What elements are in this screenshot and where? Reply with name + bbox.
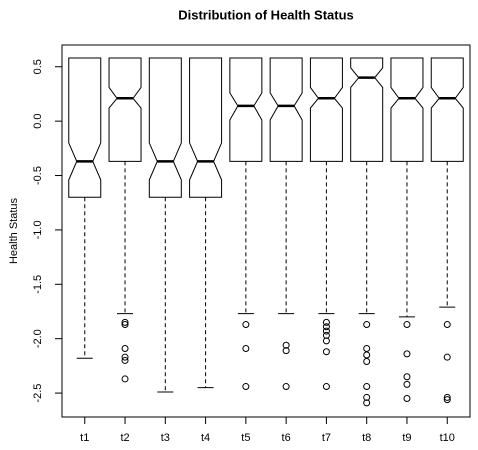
outlier bbox=[121, 344, 129, 352]
outlier bbox=[443, 321, 451, 329]
outlier bbox=[403, 350, 411, 358]
x-tick-label: t2 bbox=[120, 432, 129, 444]
x-tick-label: t10 bbox=[440, 432, 455, 444]
box bbox=[309, 57, 343, 162]
outlier bbox=[363, 351, 371, 359]
x-tick-label: t4 bbox=[201, 432, 210, 444]
outlier bbox=[363, 393, 371, 401]
x-tick-label: t3 bbox=[161, 432, 170, 444]
outlier bbox=[363, 399, 371, 407]
outlier bbox=[403, 380, 411, 388]
outlier bbox=[322, 323, 330, 331]
outlier bbox=[282, 341, 290, 349]
y-tick-label: -1.5 bbox=[32, 275, 44, 294]
outlier bbox=[443, 396, 451, 404]
y-tick-label: -0.5 bbox=[32, 166, 44, 185]
outlier bbox=[403, 373, 411, 381]
x-tick-label: t5 bbox=[241, 432, 250, 444]
x-tick-label: t8 bbox=[362, 432, 371, 444]
outlier bbox=[363, 344, 371, 352]
outlier bbox=[322, 331, 330, 339]
plot-frame bbox=[61, 44, 471, 418]
x-tick-label: t6 bbox=[282, 432, 291, 444]
outlier bbox=[121, 353, 129, 361]
outlier bbox=[322, 383, 330, 391]
y-axis-label: Health Status bbox=[8, 197, 20, 264]
x-tick-label: t7 bbox=[322, 432, 331, 444]
outlier bbox=[282, 347, 290, 355]
y-tick-label: -2.0 bbox=[32, 329, 44, 348]
box bbox=[229, 57, 263, 162]
outlier bbox=[282, 383, 290, 391]
outlier bbox=[322, 327, 330, 335]
y-tick-label: -1.0 bbox=[32, 220, 44, 239]
box bbox=[350, 57, 384, 162]
y-tick-label: 0.0 bbox=[32, 113, 44, 128]
outlier bbox=[322, 348, 330, 356]
outlier bbox=[242, 344, 250, 352]
outlier bbox=[363, 321, 371, 329]
outlier bbox=[403, 395, 411, 403]
box bbox=[68, 57, 102, 198]
outlier bbox=[363, 383, 371, 391]
outlier bbox=[121, 318, 129, 326]
outlier bbox=[121, 375, 129, 383]
outlier bbox=[363, 358, 371, 366]
outlier bbox=[242, 383, 250, 391]
x-tick-label: t1 bbox=[80, 432, 89, 444]
outlier bbox=[403, 321, 411, 329]
outlier bbox=[322, 318, 330, 326]
box bbox=[108, 57, 142, 162]
box bbox=[189, 57, 223, 198]
y-tick-label: -2.5 bbox=[32, 384, 44, 403]
box bbox=[148, 57, 182, 198]
outlier bbox=[443, 353, 451, 361]
y-tick-label: 0.5 bbox=[32, 59, 44, 74]
box bbox=[390, 57, 424, 162]
outlier bbox=[121, 321, 129, 329]
chart-title: Distribution of Health Status bbox=[178, 7, 354, 22]
box bbox=[430, 57, 464, 162]
outlier bbox=[322, 337, 330, 345]
outlier bbox=[242, 321, 250, 329]
box bbox=[269, 57, 303, 162]
outlier bbox=[121, 356, 129, 364]
outlier bbox=[443, 393, 451, 401]
x-tick-label: t9 bbox=[402, 432, 411, 444]
